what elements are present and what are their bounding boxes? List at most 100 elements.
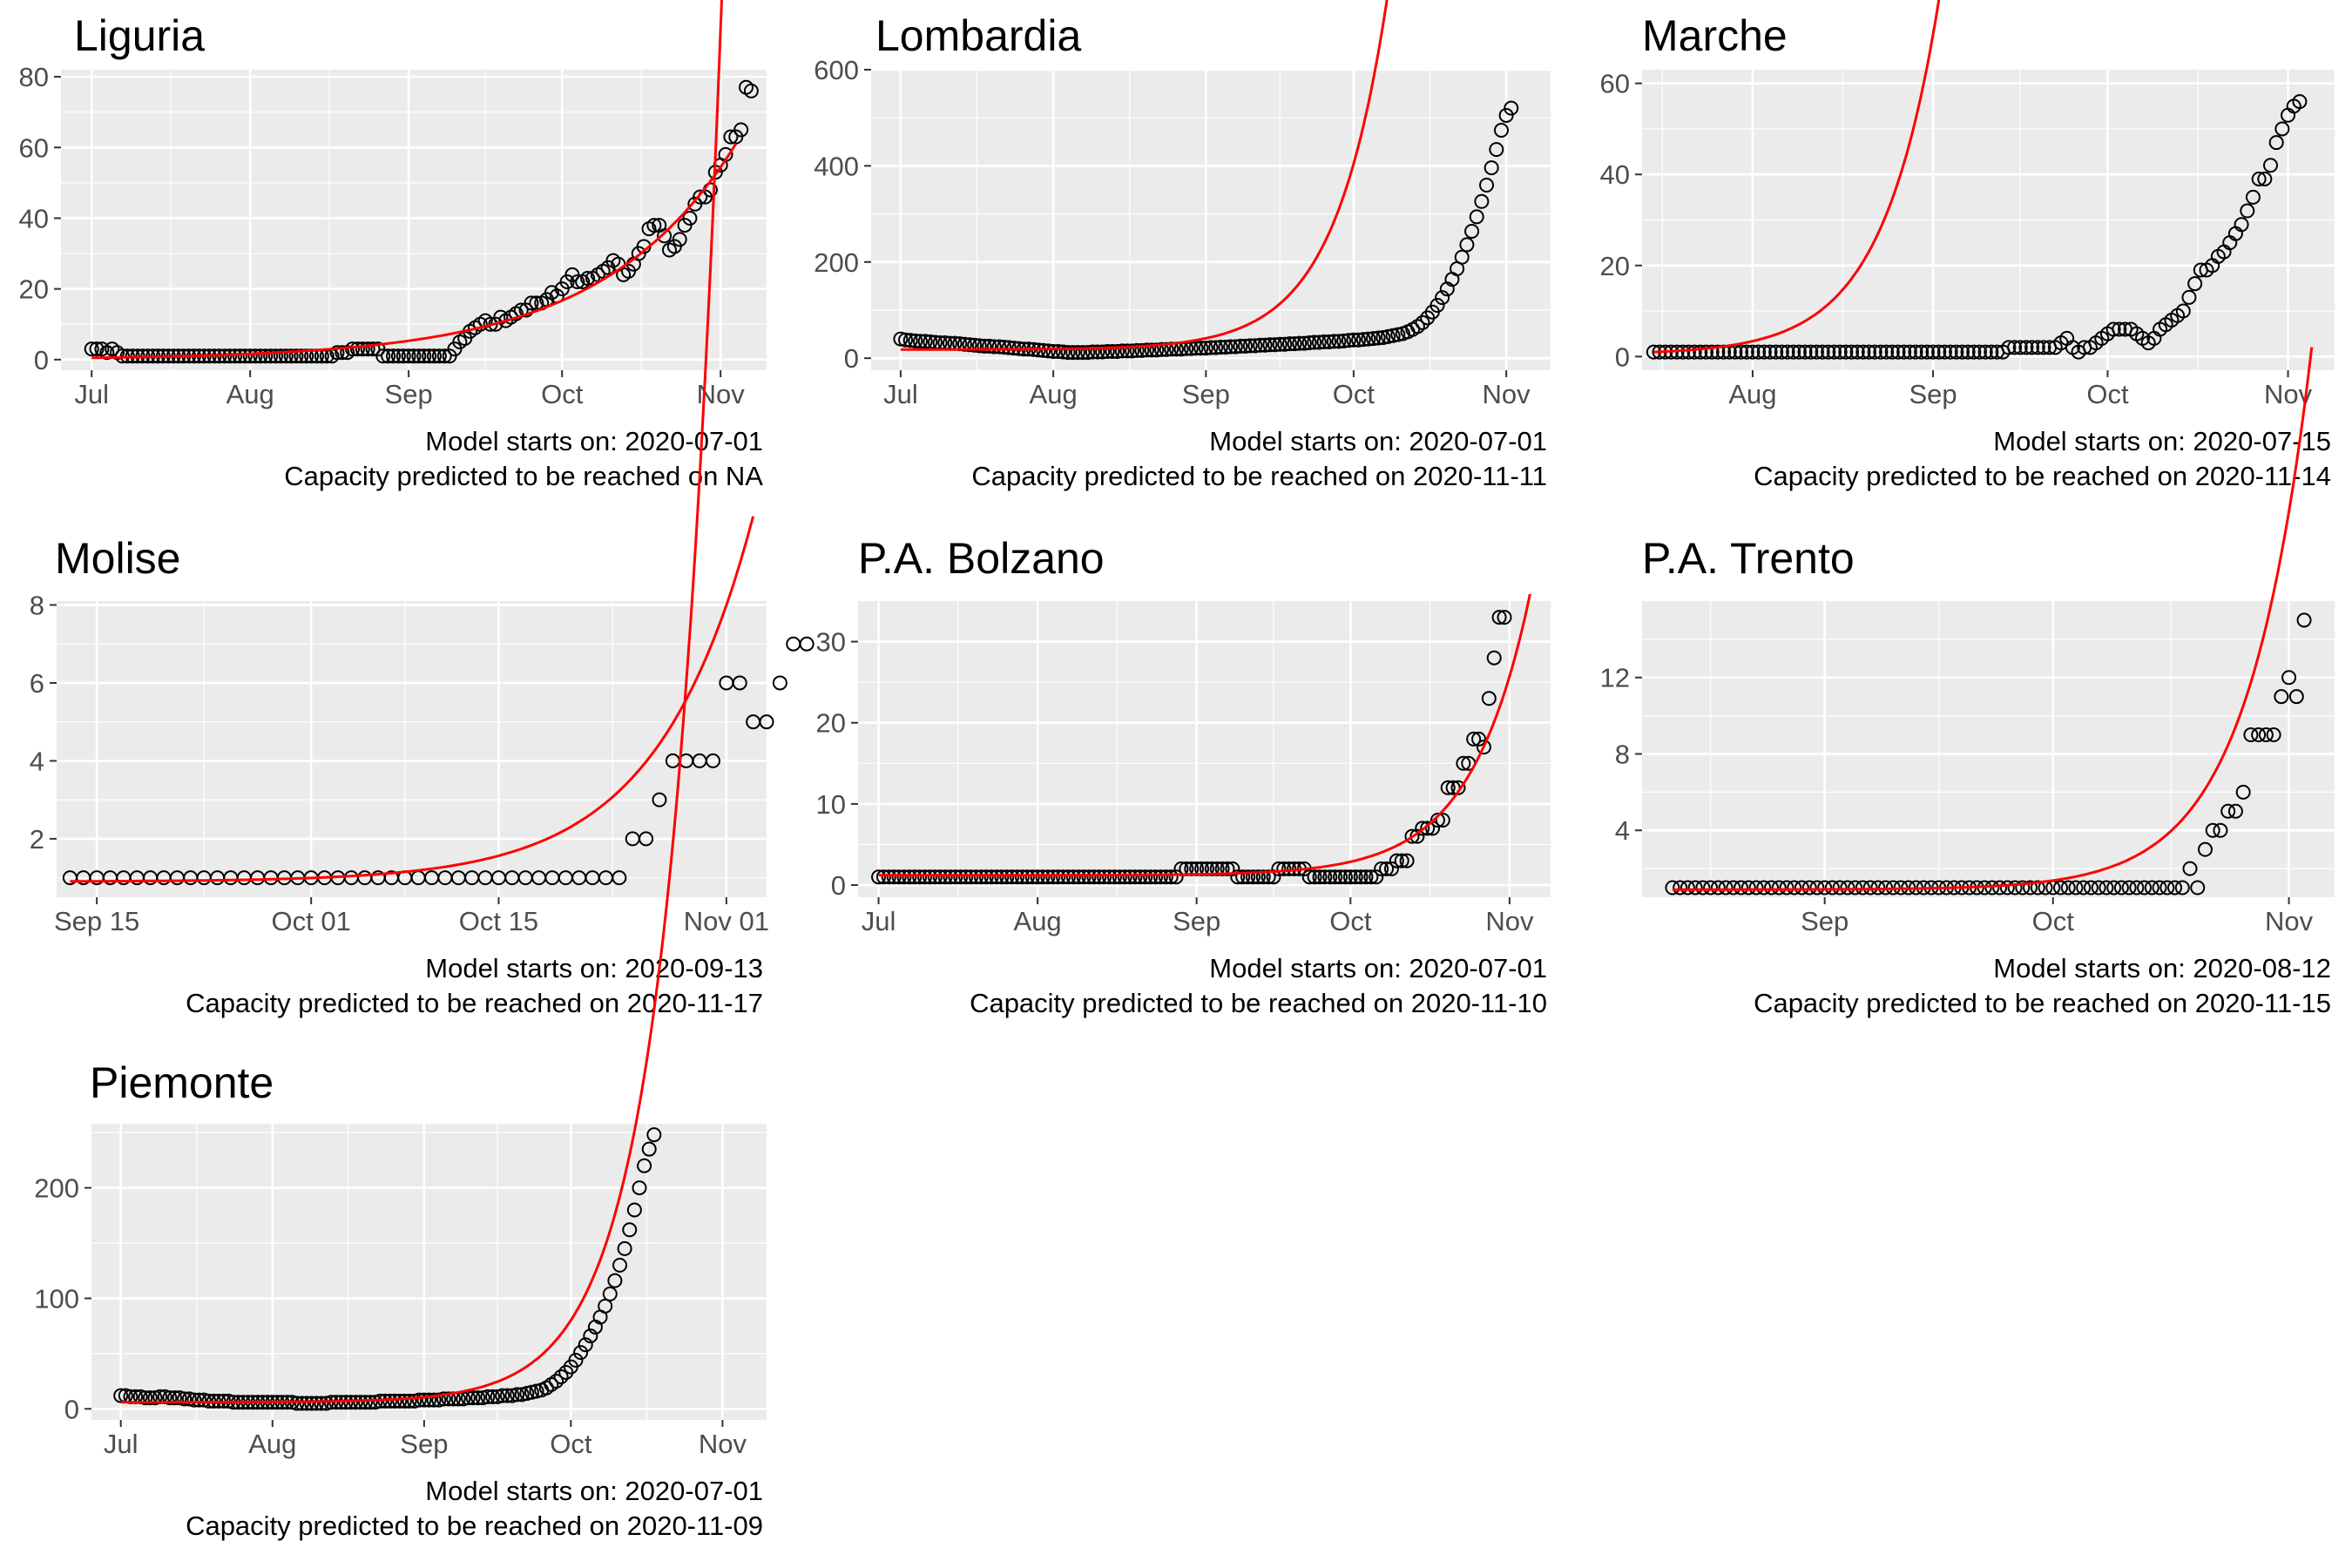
data-point: [1097, 869, 1112, 885]
data-point: [1301, 869, 1317, 885]
y-tick-label: 60: [1600, 69, 1630, 99]
data-point: [907, 869, 923, 885]
data-point: [997, 340, 1012, 355]
data-point: [963, 869, 979, 885]
data-point: [1075, 345, 1091, 361]
y-tick-label: 80: [19, 62, 49, 92]
plot-background: [57, 601, 767, 897]
data-point: [917, 869, 933, 885]
data-point: [1808, 344, 1824, 360]
data-point: [510, 1387, 525, 1402]
data-point: [1435, 813, 1450, 828]
data-point: [1014, 869, 1030, 885]
data-point: [401, 348, 416, 364]
data-point: [913, 334, 929, 349]
x-tick-label: Aug: [1014, 906, 1062, 936]
data-point: [2213, 822, 2228, 838]
data-point: [1225, 861, 1240, 876]
data-point: [2257, 171, 2273, 186]
data-point: [1153, 341, 1169, 357]
data-point: [1213, 340, 1228, 355]
data-point: [1803, 344, 1819, 360]
data-point: [999, 869, 1015, 885]
x-tick-label: Sep 15: [54, 906, 139, 936]
plot-background: [1642, 601, 2335, 897]
data-point: [1112, 869, 1127, 885]
data-point: [1884, 344, 1900, 360]
data-point: [1375, 329, 1391, 345]
data-point: [299, 1396, 314, 1411]
data-point: [1125, 343, 1140, 359]
data-point: [2190, 880, 2206, 896]
data-point: [977, 338, 992, 354]
model-start-caption: Model starts on: 2020-07-01: [1209, 426, 1547, 456]
data-point: [549, 1374, 564, 1389]
data-point: [294, 348, 309, 364]
data-point: [1272, 336, 1288, 352]
data-point: [641, 1141, 657, 1157]
data-point: [1931, 344, 1947, 360]
data-point: [1351, 332, 1367, 348]
plot-background: [871, 70, 1551, 370]
data-point: [138, 1390, 153, 1406]
data-point: [1774, 344, 1789, 360]
data-point: [1292, 335, 1308, 351]
data-point: [1949, 344, 1964, 360]
data-point: [1311, 335, 1327, 350]
data-point: [431, 348, 447, 364]
plot-background: [61, 70, 767, 370]
data-point: [1346, 332, 1362, 348]
data-point: [263, 348, 279, 364]
data-point: [1301, 335, 1317, 351]
data-point: [1361, 331, 1376, 347]
model-start-caption: Model starts on: 2020-09-13: [425, 953, 763, 983]
x-tick-label: Sep: [1801, 906, 1848, 936]
data-point: [1092, 869, 1107, 885]
data-point: [1389, 853, 1404, 868]
data-point: [1143, 869, 1159, 885]
capacity-caption: Capacity predicted to be reached on 2020…: [1754, 461, 2331, 491]
data-point: [617, 1240, 632, 1256]
data-point: [1358, 869, 1374, 885]
data-point: [436, 348, 452, 364]
data-point: [2181, 289, 2197, 305]
data-point: [602, 1286, 618, 1301]
data-point: [1271, 861, 1287, 876]
x-tick-label: Sep: [400, 1429, 448, 1459]
data-point: [1336, 333, 1352, 348]
data-point: [1099, 343, 1115, 359]
y-tick-label: 200: [814, 247, 859, 278]
data-point: [314, 1396, 329, 1411]
data-point: [441, 1391, 456, 1407]
data-point: [1919, 344, 1935, 360]
data-point: [1105, 343, 1120, 359]
data-point: [1230, 869, 1246, 885]
data-point: [1193, 341, 1209, 356]
data-point: [1710, 880, 1726, 896]
model-start-caption: Model starts on: 2020-07-15: [1993, 426, 2331, 456]
data-point: [1208, 340, 1224, 355]
data-point: [1797, 344, 1813, 360]
data-point: [1815, 344, 1830, 360]
data-point: [1739, 344, 1754, 360]
data-point: [1110, 343, 1125, 359]
fit-curve: [91, 143, 738, 360]
data-point: [622, 1222, 638, 1238]
data-point: [1369, 869, 1384, 885]
model-start-caption: Model starts on: 2020-07-01: [425, 1476, 763, 1506]
y-tick-label: 100: [34, 1283, 79, 1314]
data-point: [288, 348, 304, 364]
data-point: [1454, 249, 1470, 265]
y-tick-label: 8: [1615, 739, 1630, 769]
capacity-caption: Capacity predicted to be reached on 2020…: [1754, 988, 2331, 1018]
data-point: [2220, 803, 2236, 819]
data-point: [387, 1393, 402, 1409]
x-tick-label: Sep: [1182, 379, 1230, 409]
data-point: [583, 1328, 598, 1344]
y-tick-label: 4: [1615, 815, 1630, 846]
data-point: [1260, 869, 1276, 885]
data-point: [1065, 345, 1081, 361]
data-point: [1383, 861, 1399, 876]
data-point: [1257, 337, 1273, 353]
